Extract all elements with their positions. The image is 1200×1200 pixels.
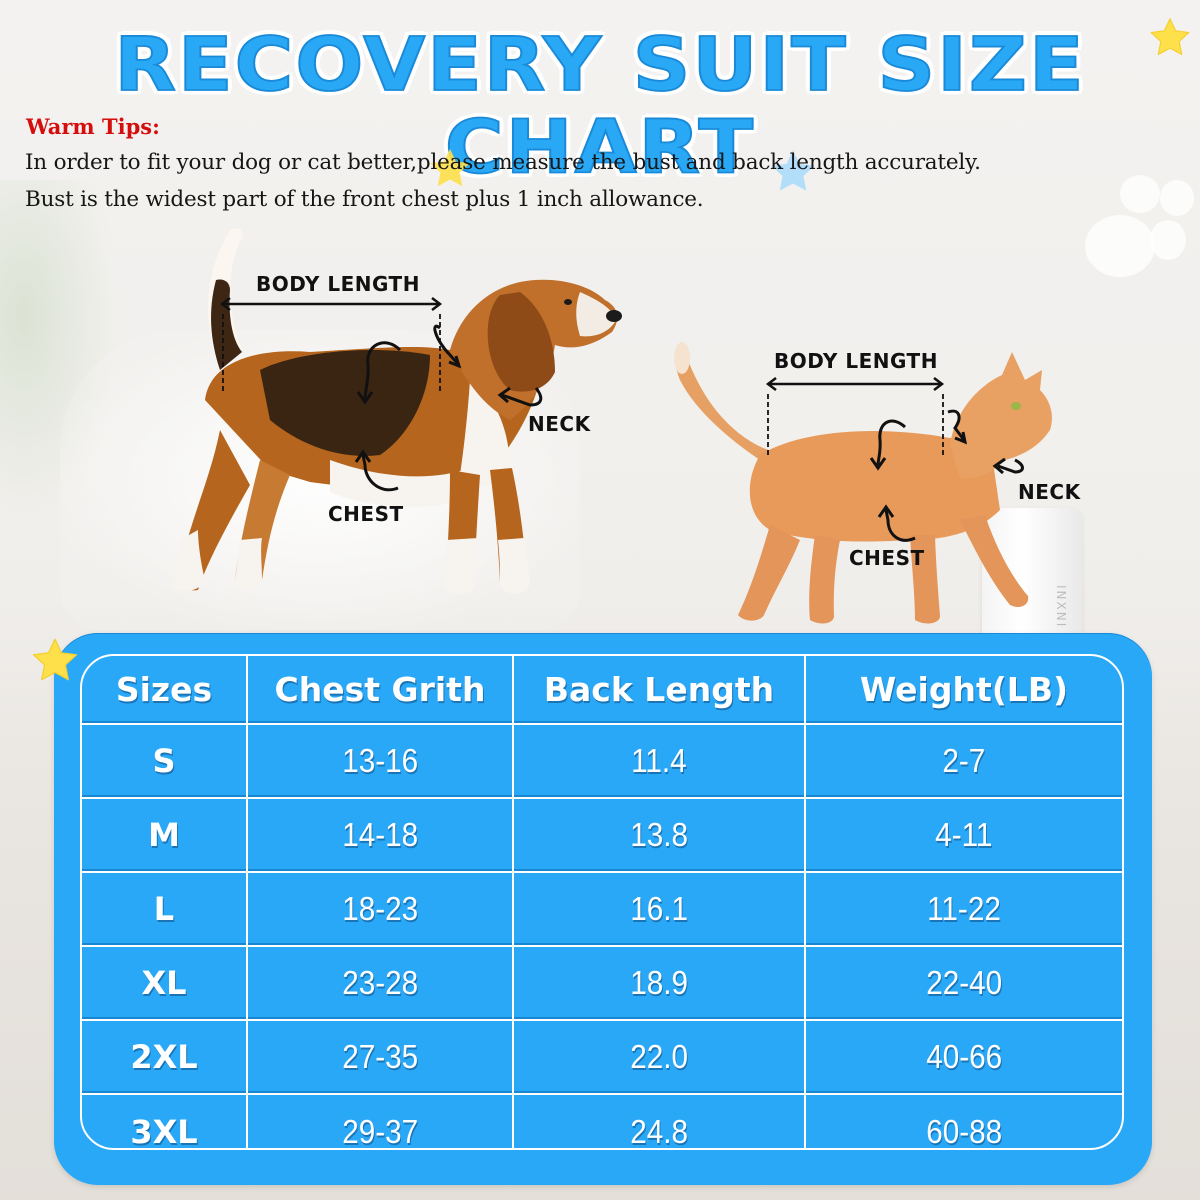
back-cell: 13.8 <box>512 797 806 873</box>
weight-cell: 22-40 <box>804 945 1122 1021</box>
cat-body-length-label: BODY LENGTH <box>774 349 938 373</box>
chest-cell: 18-23 <box>246 871 514 947</box>
cat-neck-label: NECK <box>1018 480 1081 504</box>
back-cell: 18.9 <box>512 945 806 1021</box>
weight-cell: 4-11 <box>804 797 1122 873</box>
back-cell: 22.0 <box>512 1019 806 1095</box>
back-cell: 11.4 <box>512 723 806 799</box>
tips-text-line-1: In order to fit your dog or cat better,p… <box>25 150 981 175</box>
table-row: L 18-23 16.1 11-22 <box>82 871 1122 947</box>
chest-value: 14-18 <box>342 816 418 853</box>
cat-chest-label: CHEST <box>849 546 925 570</box>
weight-cell: 11-22 <box>804 871 1122 947</box>
table-row: S 13-16 11.4 2-7 <box>82 723 1122 799</box>
size-cell: 2XL <box>82 1019 248 1095</box>
dog-chest-label: CHEST <box>328 502 404 526</box>
chest-value: 29-37 <box>342 1112 418 1150</box>
chest-value: 18-23 <box>342 890 418 927</box>
cat-illustration <box>650 330 1100 630</box>
size-cell: XL <box>82 945 248 1021</box>
page-title: Recovery Suit Size Chart <box>113 21 1086 191</box>
weight-value: 40-66 <box>926 1038 1002 1075</box>
size-cell: 3XL <box>82 1093 248 1148</box>
tips-heading: Warm Tips: <box>26 114 160 139</box>
weight-cell: 2-7 <box>804 723 1122 799</box>
weight-value: 22-40 <box>926 964 1002 1001</box>
header-chest-girth: Chest Grith <box>246 656 514 725</box>
chest-cell: 14-18 <box>246 797 514 873</box>
back-cell: 16.1 <box>512 871 806 947</box>
size-cell: M <box>82 797 248 873</box>
table-row: M 14-18 13.8 4-11 <box>82 797 1122 873</box>
back-value: 24.8 <box>630 1112 688 1150</box>
chest-value: 27-35 <box>342 1038 418 1075</box>
chest-value: 23-28 <box>342 964 418 1001</box>
chest-cell: 27-35 <box>246 1019 514 1095</box>
size-chart-table: Sizes Chest Grith Back Length Weight(LB)… <box>82 656 1122 1150</box>
header-sizes: Sizes <box>82 656 248 725</box>
table-row: 2XL 27-35 22.0 40-66 <box>82 1019 1122 1095</box>
back-value: 13.8 <box>630 816 688 853</box>
back-value: 11.4 <box>631 742 687 779</box>
chest-cell: 23-28 <box>246 945 514 1021</box>
dog-neck-label: NECK <box>528 412 591 436</box>
weight-value: 60-88 <box>926 1112 1002 1150</box>
dog-illustration <box>150 220 650 620</box>
weight-value: 11-22 <box>927 890 1001 927</box>
dog-body-length-label: BODY LENGTH <box>256 272 420 296</box>
star-icon <box>768 147 818 197</box>
table-row: 3XL 29-37 24.8 60-88 <box>82 1093 1122 1150</box>
back-value: 16.1 <box>630 890 688 927</box>
weight-cell: 40-66 <box>804 1019 1122 1095</box>
back-value: 22.0 <box>630 1038 688 1075</box>
weight-cell: 60-88 <box>804 1093 1122 1150</box>
back-cell: 24.8 <box>512 1093 806 1150</box>
size-chart-panel: Sizes Chest Grith Back Length Weight(LB)… <box>54 633 1152 1185</box>
header-back-length: Back Length <box>512 656 806 725</box>
table-header-row: Sizes Chest Grith Back Length Weight(LB) <box>82 656 1122 725</box>
size-cell: S <box>82 723 248 799</box>
star-icon <box>1148 16 1192 60</box>
tips-text-line-2: Bust is the widest part of the front che… <box>25 187 704 212</box>
star-icon <box>30 636 80 686</box>
chest-cell: 29-37 <box>246 1093 514 1150</box>
weight-value: 2-7 <box>942 742 986 779</box>
back-value: 18.9 <box>630 964 688 1001</box>
table-row: XL 23-28 18.9 22-40 <box>82 945 1122 1021</box>
weight-value: 4-11 <box>935 816 993 853</box>
size-cell: L <box>82 871 248 947</box>
chest-value: 13-16 <box>342 742 418 779</box>
star-icon <box>426 146 474 192</box>
header-weight: Weight(LB) <box>804 656 1122 725</box>
chest-cell: 13-16 <box>246 723 514 799</box>
